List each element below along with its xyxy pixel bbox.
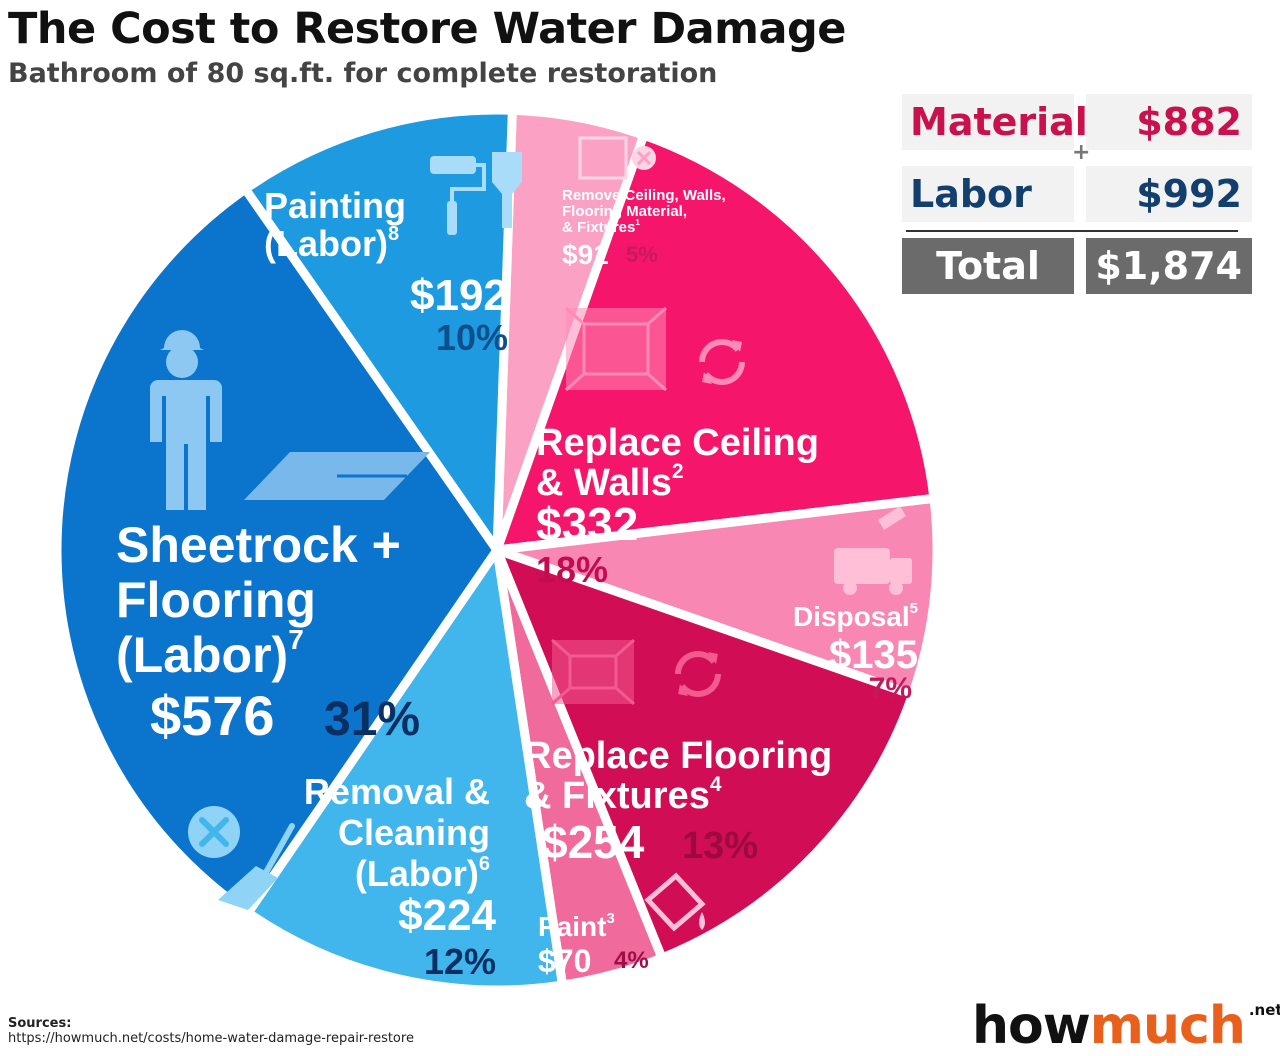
pie-slice-removal [243, 545, 568, 995]
material-label: Material [902, 94, 1088, 150]
slice-percent-disposal: 7% [869, 672, 912, 705]
slice-label-sheetrock-line-2: Flooring [116, 572, 316, 628]
slice-value-replace-ceiling: $332 [536, 498, 638, 550]
remove-room-icon [578, 136, 656, 180]
footnote-painting: 8 [388, 223, 399, 245]
floor-tile-icon [244, 452, 430, 500]
slice-label-remove-ceiling-walls-line-3: & Fixtures1 [562, 218, 640, 236]
paint-bucket-icon [644, 872, 706, 932]
sources: Sources: https://howmuch.net/costs/home-… [8, 1016, 414, 1046]
slice-label-replace-ceiling-line-1: Replace Ceiling [536, 422, 819, 464]
room-floor-icon [551, 638, 721, 706]
slice-percent-replace-flooring: 13% [682, 825, 758, 867]
slice-percent-painting: 10% [436, 317, 508, 358]
slice-value-paint: $70 [538, 943, 591, 979]
slice-value-removal: $224 [398, 891, 496, 940]
slice-label-removal-line-2: Cleaning [338, 812, 490, 853]
footnote-disposal: 5 [910, 600, 918, 617]
slice-percent-removal: 12% [424, 941, 496, 982]
slice-label-sheetrock-line-3: (Labor)7 [116, 624, 304, 683]
total-value: $1,874 [1086, 238, 1252, 294]
pie-slice-sheetrock [52, 184, 502, 918]
worker-icon [150, 330, 222, 510]
slice-label-removal-line-3: (Labor)6 [355, 853, 490, 894]
pie-slice-disposal [492, 493, 942, 700]
garbage-truck-icon [834, 506, 912, 595]
sources-url[interactable]: https://howmuch.net/costs/home-water-dam… [8, 1031, 414, 1046]
slice-label-sheetrock-line-1: Sheetrock + [116, 517, 401, 573]
slice-label-painting-line-2: (Labor)8 [264, 223, 399, 264]
labor-value: $992 [1086, 166, 1252, 222]
summary-divider [906, 230, 1238, 232]
slice-label-remove-ceiling-walls-line-2: Flooring Material, [562, 203, 687, 220]
howmuch-logo: howmuch .net [972, 996, 1280, 1056]
sources-label: Sources: [8, 1016, 72, 1031]
slice-value-sheetrock: $576 [150, 684, 275, 747]
slice-label-removal-line-1: Removal & [304, 771, 490, 812]
slice-value-remove-ceiling-walls: $91 [562, 239, 609, 270]
slice-label-disposal-line-1: Disposal5 [793, 600, 918, 632]
broom-icon [188, 806, 295, 910]
slice-label-replace-ceiling-line-2: & Walls2 [536, 460, 684, 504]
footnote-sheetrock: 7 [288, 624, 304, 655]
slice-percent-paint: 4% [614, 947, 649, 974]
slice-label-painting-line-1: Painting [264, 185, 406, 226]
slice-label-paint-line-1: Paint3 [538, 910, 615, 942]
total-label: Total [902, 238, 1074, 294]
slice-label-replace-flooring-line-2: & Fixtures4 [524, 773, 722, 817]
slice-percent-remove-ceiling-walls: 5% [626, 242, 658, 267]
pie-slice-painting [240, 105, 517, 555]
slice-label-replace-flooring-line-1: Replace Flooring [524, 735, 832, 777]
slice-percent-replace-ceiling: 18% [536, 549, 608, 590]
footnote-paint: 3 [606, 910, 614, 927]
slice-value-replace-flooring: $254 [542, 816, 645, 868]
plus-sign: + [1072, 140, 1091, 165]
paint-roller-brush-icon [430, 152, 522, 235]
slice-value-disposal: $135 [829, 633, 918, 677]
slice-percent-sheetrock: 31% [324, 693, 420, 746]
room-walls-icon [565, 306, 745, 392]
material-value: $882 [1086, 94, 1252, 150]
chart-title: The Cost to Restore Water Damage [8, 4, 846, 54]
footnote-replace-flooring: 4 [710, 773, 722, 796]
labor-label: Labor [902, 166, 1074, 222]
footnote-remove-ceiling-walls: 1 [635, 218, 640, 227]
chart-subtitle: Bathroom of 80 sq.ft. for complete resto… [8, 58, 718, 89]
slice-value-painting: $192 [410, 271, 508, 320]
footnote-removal: 6 [479, 853, 490, 875]
footnote-replace-ceiling: 2 [672, 460, 684, 483]
slice-label-remove-ceiling-walls-line-1: Remove Ceiling, Walls, [562, 187, 726, 204]
